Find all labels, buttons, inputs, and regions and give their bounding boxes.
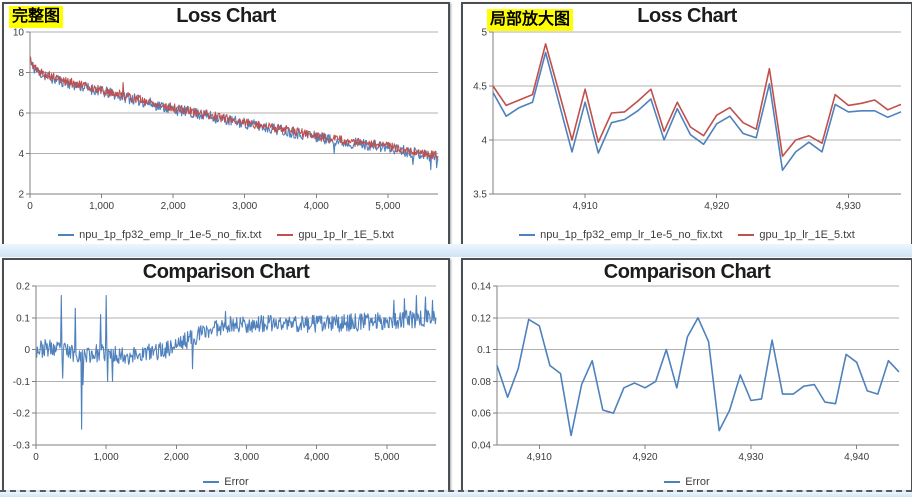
svg-text:0: 0: [24, 345, 30, 356]
svg-text:-0.3: -0.3: [13, 441, 31, 452]
svg-text:-0.2: -0.2: [13, 409, 31, 420]
legend-series-label: npu_1p_fp32_emp_lr_1e-5_no_fix.txt: [79, 229, 262, 241]
svg-text:0.2: 0.2: [16, 282, 30, 293]
svg-text:0.1: 0.1: [477, 345, 491, 356]
legend-series-label: gpu_1p_lr_1E_5.txt: [298, 229, 394, 241]
svg-text:0: 0: [33, 452, 39, 463]
loss-chart-full-panel: 完整图 Loss Chart 2 4 6 8 10 0 1,000 2,000 3,000 4,0…: [2, 2, 450, 246]
svg-text:3,000: 3,000: [234, 452, 259, 463]
svg-text:4,000: 4,000: [304, 452, 329, 463]
svg-text:5,000: 5,000: [374, 452, 399, 463]
svg-text:2: 2: [18, 190, 24, 201]
svg-text:0.1: 0.1: [16, 313, 30, 324]
svg-text:0.06: 0.06: [472, 409, 492, 420]
svg-text:0.12: 0.12: [472, 313, 492, 324]
legend-item: gpu_1p_lr_1E_5.txt: [277, 229, 394, 241]
svg-text:3,000: 3,000: [232, 201, 257, 212]
svg-text:6: 6: [18, 109, 24, 120]
legend-item: npu_1p_fp32_emp_lr_1e-5_no_fix.txt: [519, 229, 722, 241]
legend-line-marker: [738, 234, 755, 236]
svg-text:2,000: 2,000: [161, 201, 186, 212]
legend-item: Error: [664, 476, 710, 488]
legend-series-label: Error: [224, 476, 249, 488]
svg-text:10: 10: [13, 28, 25, 39]
svg-text:4,910: 4,910: [527, 452, 552, 463]
legend-line-marker: [277, 234, 294, 236]
loss-full-chart-plot: 2 4 6 8 10 0 1,000 2,000 3,000 4,000 5,000: [13, 28, 439, 212]
svg-text:4: 4: [18, 149, 24, 160]
comparison-full-chart-legend: Error: [4, 476, 448, 488]
selection-dashes-strip: [0, 490, 912, 497]
loss-zoom-chart-legend: npu_1p_fp32_emp_lr_1e-5_no_fix.txt gpu_1p…: [463, 229, 911, 241]
svg-text:4,920: 4,920: [633, 452, 658, 463]
svg-text:4,910: 4,910: [573, 201, 598, 212]
svg-text:4,930: 4,930: [836, 201, 861, 212]
loss-full-chart-title: Loss Chart: [176, 5, 276, 27]
svg-text:4,940: 4,940: [844, 452, 869, 463]
svg-text:8: 8: [18, 68, 24, 79]
svg-text:1,000: 1,000: [94, 452, 119, 463]
comparison-full-chart-title: Comparison Chart: [142, 261, 310, 283]
legend-item: gpu_1p_lr_1E_5.txt: [738, 229, 855, 241]
loss-full-chart-legend: npu_1p_fp32_emp_lr_1e-5_no_fix.txt gpu_1p…: [4, 229, 448, 241]
svg-text:3.5: 3.5: [473, 190, 487, 201]
legend-line-marker: [519, 234, 536, 236]
svg-text:4,920: 4,920: [704, 201, 729, 212]
svg-text:4,930: 4,930: [738, 452, 763, 463]
legend-series-label: gpu_1p_lr_1E_5.txt: [759, 229, 855, 241]
legend-line-marker: [58, 234, 75, 236]
svg-text:4,000: 4,000: [304, 201, 329, 212]
comparison-zoom-chart-title: Comparison Chart: [603, 261, 771, 283]
svg-text:1,000: 1,000: [89, 201, 114, 212]
svg-text:2,000: 2,000: [164, 452, 189, 463]
svg-text:4.5: 4.5: [473, 82, 487, 93]
loss-zoom-chart-plot: 3.5 4 4.5 5 4,910 4,920 4,930: [473, 28, 902, 212]
svg-text:0.04: 0.04: [472, 441, 492, 452]
comparison-zoom-chart-plot: 0.04 0.06 0.08 0.1 0.12 0.14 4,910 4,920 4,930 4,…: [472, 282, 900, 463]
window-gutter-strip: [0, 244, 912, 257]
svg-text:0.14: 0.14: [472, 282, 492, 293]
comparison-chart-full-panel: Comparison Chart -0.3 -0.2 -0.1 0 0.1 0.2 0 1,0…: [2, 258, 450, 493]
annotation-zoom-view-label: 局部放大图: [487, 9, 574, 31]
legend-line-marker: [664, 481, 681, 483]
legend-series-label: Error: [685, 476, 710, 488]
legend-series-label: npu_1p_fp32_emp_lr_1e-5_no_fix.txt: [540, 229, 723, 241]
legend-item: Error: [203, 476, 249, 488]
legend-line-marker: [203, 481, 220, 483]
loss-zoom-chart-title: Loss Chart: [637, 5, 737, 27]
loss-chart-zoom-panel: 局部放大图 Loss Chart 3.5 4 4.5 5 4,910 4,920 4,930…: [461, 2, 912, 246]
annotation-full-view-label: 完整图: [9, 6, 64, 28]
comparison-chart-zoom-panel: Comparison Chart 0.04 0.06 0.08 0.1 0.12 0.14…: [461, 258, 912, 493]
comparison-zoom-chart-legend: Error: [463, 476, 911, 488]
svg-text:4: 4: [481, 136, 487, 147]
svg-text:5,000: 5,000: [375, 201, 400, 212]
legend-item: npu_1p_fp32_emp_lr_1e-5_no_fix.txt: [58, 229, 261, 241]
svg-text:0.08: 0.08: [472, 377, 492, 388]
svg-text:-0.1: -0.1: [13, 377, 31, 388]
svg-text:5: 5: [481, 28, 487, 39]
svg-text:0: 0: [27, 201, 33, 212]
comparison-full-chart-plot: -0.3 -0.2 -0.1 0 0.1 0.2 0 1,000 2,000 3,000 4,000…: [13, 282, 437, 463]
